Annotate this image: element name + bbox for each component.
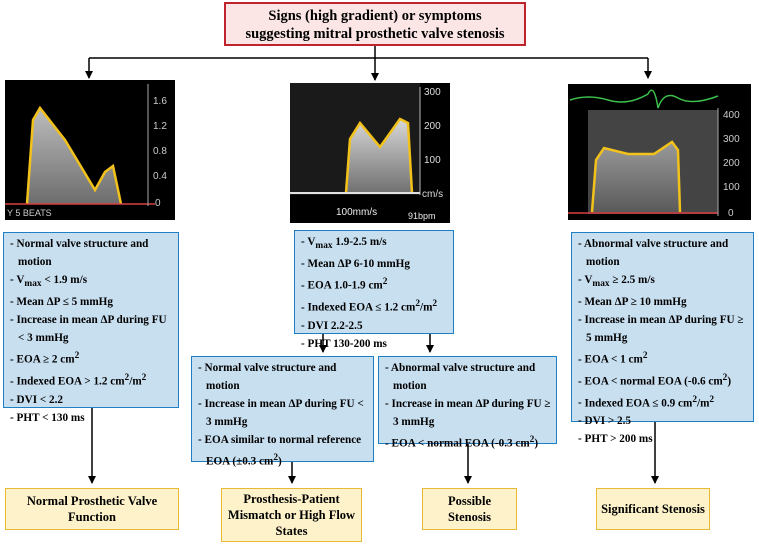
- criterion-item: Normal valve structure and motion: [10, 235, 174, 271]
- criteria-box-mismatch: Normal valve structure and motionIncreas…: [191, 356, 374, 468]
- criteria-box-significant-stenosis: Abnormal valve structure and motionVmax …: [571, 232, 754, 445]
- criterion-item: Abnormal valve structure and motion: [578, 235, 749, 271]
- criterion-item: Increase in mean ΔP during FU ≥ 5 mmHg: [578, 311, 749, 347]
- criterion-item: EOA 1.0-1.9 cm2: [301, 273, 449, 295]
- outcome-possible-stenosis: Possible Stenosis: [422, 488, 517, 530]
- criterion-item: Mean ΔP 6-10 mmHg: [301, 255, 449, 273]
- scale-label: 100: [424, 155, 441, 166]
- scale-label: 400: [723, 110, 740, 121]
- criterion-item: PHT 130-200 ms: [301, 335, 449, 353]
- doppler-signal: [592, 142, 680, 212]
- header-line-2: suggesting mitral prosthetic valve steno…: [245, 26, 505, 42]
- scale-label: 200: [723, 158, 740, 169]
- criterion-item: DVI > 2.5: [578, 412, 749, 430]
- doppler-image-intermediate: 300 200 100 cm/s 100mm/s 91bpm: [290, 83, 450, 223]
- criterion-item: Indexed EOA ≤ 1.2 cm2/m2: [301, 295, 449, 317]
- doppler-signal: [346, 119, 412, 193]
- criteria-box-normal: Normal valve structure and motionVmax < …: [3, 232, 179, 424]
- criterion-item: Indexed EOA > 1.2 cm2/m2: [10, 369, 174, 391]
- criterion-item: PHT < 130 ms: [10, 409, 174, 427]
- scale-label: 0: [155, 198, 161, 209]
- criterion-item: DVI < 2.2: [10, 391, 174, 409]
- criteria-box-possible-stenosis: Abnormal valve structure and motionIncre…: [378, 356, 557, 450]
- header-line-1: Signs (high gradient) or symptoms: [268, 8, 482, 24]
- ecg-trace: [569, 89, 719, 109]
- outcome-significant-stenosis: Significant Stenosis: [596, 488, 710, 530]
- criterion-item: Abnormal valve structure and motion: [385, 359, 552, 395]
- criterion-item: PHT > 200 ms: [578, 430, 749, 448]
- scale-label: 100: [723, 182, 740, 193]
- scale-label: 300: [723, 134, 740, 145]
- criterion-item: EOA ≥ 2 cm2: [10, 347, 174, 369]
- criterion-item: EOA < normal EOA (-0.6 cm2): [578, 369, 749, 391]
- criterion-item: Vmax 1.9-2.5 m/s: [301, 233, 449, 255]
- criterion-item: Vmax < 1.9 m/s: [10, 271, 174, 293]
- scale-label: 300: [424, 87, 441, 98]
- criterion-item: Increase in mean ΔP during FU < 3 mmHg: [198, 395, 369, 431]
- criterion-item: EOA < normal EOA (-0.3 cm2): [385, 431, 552, 453]
- criterion-item: EOA similar to normal reference EOA (±0.…: [198, 431, 369, 471]
- velocity-trace: [590, 140, 682, 213]
- scale-label: 200: [424, 121, 441, 132]
- criterion-item: Vmax ≥ 2.5 m/s: [578, 271, 749, 293]
- doppler-image-stenosis: 400 300 200 100 0: [568, 80, 751, 220]
- doppler-image-normal: 1.6 1.2 0.8 0.4 0 Y 5 BEATS: [5, 80, 175, 220]
- scale-label: 1.2: [153, 121, 167, 132]
- criterion-item: Increase in mean ΔP during FU < 3 mmHg: [10, 311, 174, 347]
- initial-condition-box: Signs (high gradient) or symptoms sugges…: [224, 2, 526, 46]
- scale-label: 0.4: [153, 171, 167, 182]
- criterion-item: Mean ΔP ≤ 5 mmHg: [10, 293, 174, 311]
- criteria-box-intermediate: Vmax 1.9-2.5 m/sMean ΔP 6-10 mmHgEOA 1.0…: [294, 230, 454, 350]
- beats-label: Y 5 BEATS: [7, 208, 52, 218]
- criterion-item: DVI 2.2-2.5: [301, 317, 449, 335]
- sweep-speed-label: 100mm/s: [336, 207, 377, 218]
- criterion-item: Mean ΔP ≥ 10 mmHg: [578, 293, 749, 311]
- outcome-patient-mismatch: Prosthesis-Patient Mismatch or High Flow…: [221, 488, 362, 542]
- velocity-trace: [25, 105, 123, 205]
- scale-label: 0.8: [153, 146, 167, 157]
- velocity-trace: [344, 117, 414, 194]
- criterion-item: Indexed EOA ≤ 0.9 cm2/m2: [578, 391, 749, 413]
- heart-rate-label: 91bpm: [408, 211, 436, 221]
- scale-label: cm/s: [422, 189, 443, 200]
- criterion-item: Increase in mean ΔP during FU ≥ 3 mmHg: [385, 395, 552, 431]
- outcome-normal-function: Normal Prosthetic Valve Function: [5, 488, 179, 530]
- criterion-item: EOA < 1 cm2: [578, 347, 749, 369]
- scale-label: 0: [728, 208, 734, 219]
- criterion-item: Normal valve structure and motion: [198, 359, 369, 395]
- scale-label: 1.6: [153, 96, 167, 107]
